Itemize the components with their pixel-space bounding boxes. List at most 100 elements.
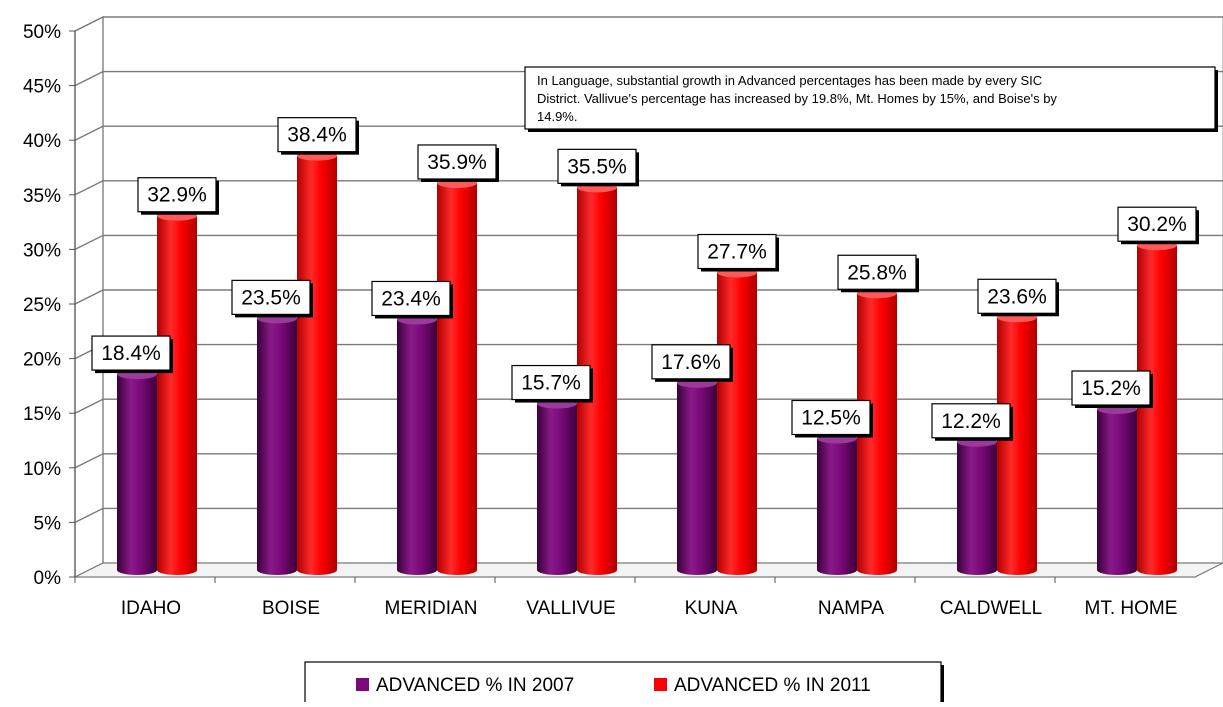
data-label-box (651, 344, 731, 380)
annotation-line: 14.9%. (537, 109, 577, 124)
data-label-kuna-2007: 17.6% (651, 344, 733, 382)
data-label-boise-2007: 23.5% (231, 279, 313, 318)
data-label-box (511, 364, 591, 401)
data-label-mt-home-2007: 15.2% (1071, 370, 1153, 409)
data-label-box (977, 278, 1057, 314)
legend: ADVANCED % IN 2007 ADVANCED % IN 2011 (304, 661, 944, 707)
data-label-mt-home-2011: 30.2% (1117, 206, 1199, 245)
bar-body (817, 438, 857, 570)
legend-label: ADVANCED % IN 2011 (674, 675, 871, 696)
data-label-text: 32.9% (147, 184, 207, 207)
data-label-nampa-2007: 12.5% (791, 399, 873, 438)
data-label-text: 12.5% (801, 407, 861, 430)
legend-label: ADVANCED % IN 2007 (376, 675, 574, 696)
data-label-box (1071, 370, 1151, 406)
data-labels: 18.4% 32.9% 23.5% 38.4% 23.4% 35.9% 15.7% 35.5%… (91, 117, 1199, 441)
bar-body (437, 182, 477, 571)
x-tick-label-caldwell: CALDWELL (940, 598, 1042, 619)
data-label-idaho-2011: 32.9% (137, 177, 219, 215)
data-label-text: 15.2% (1081, 377, 1141, 400)
bar-base (577, 565, 617, 575)
data-label-caldwell-2011: 23.6% (977, 278, 1059, 317)
data-label-text: 27.7% (707, 241, 767, 264)
x-tick-label-nampa: NAMPA (818, 598, 884, 619)
bar-vallivue-2007 (537, 398, 577, 575)
bar-idaho-2011 (157, 210, 197, 575)
gridline (74, 180, 1223, 196)
bar-nampa-2007 (817, 433, 857, 575)
y-tick-label: 5% (34, 513, 62, 534)
annotation-box: In Language, substantial growth in Advan… (524, 66, 1218, 132)
y-axis: 0% 5% 10% 15% 20% 25% 30% 35% 40% 45% 50% (23, 22, 76, 589)
x-tick-label-vallivue: VALLIVUE (526, 598, 615, 619)
gridline (74, 16, 1223, 32)
x-tick-label-kuna: KUNA (685, 598, 738, 619)
y-tick-label: 40% (23, 131, 61, 152)
data-label-box (931, 403, 1011, 439)
bar-body (1097, 409, 1137, 570)
data-label-box (277, 117, 357, 153)
bar-base (297, 565, 337, 575)
data-label-text: 38.4% (287, 124, 347, 147)
bar-body (997, 317, 1037, 570)
data-label-text: 15.7% (521, 372, 581, 395)
x-tick-label-boise: BOISE (262, 598, 320, 619)
legend-box (304, 661, 942, 707)
bar-base (117, 565, 157, 575)
bar-body (537, 403, 577, 570)
annotation-box-frame (524, 66, 1216, 130)
y-tick-label: 30% (23, 240, 61, 261)
data-label-box (791, 399, 871, 436)
data-label-text: 17.6% (661, 351, 721, 374)
bar-base (397, 565, 437, 575)
bar-base (1137, 565, 1177, 575)
bar-meridian-2011 (437, 177, 477, 575)
data-label-idaho-2007: 18.4% (91, 335, 173, 374)
bar-base (257, 565, 297, 575)
bar-body (957, 441, 997, 570)
bar-base (677, 565, 717, 575)
bar-base (857, 565, 897, 575)
bar-body (397, 319, 437, 570)
data-label-text: 23.5% (241, 286, 301, 309)
data-label-box (91, 335, 171, 371)
bar-kuna-2007 (677, 377, 717, 575)
data-label-box (417, 144, 497, 180)
bar-base (997, 565, 1037, 575)
bar-base (717, 565, 757, 575)
annotation-line: District. Vallivue's percentage has incr… (537, 91, 1057, 106)
bar-base (437, 565, 477, 575)
data-label-boise-2011: 38.4% (277, 117, 359, 155)
data-label-text: 23.6% (987, 285, 1047, 308)
y-tick-label: 15% (23, 404, 61, 425)
data-label-text: 12.2% (941, 410, 1001, 433)
bar-boise-2011 (297, 150, 337, 575)
data-label-box (697, 233, 777, 270)
y-tick-label: 35% (23, 186, 61, 207)
data-label-text: 23.4% (381, 287, 441, 310)
data-label-text: 25.8% (847, 261, 907, 284)
data-label-text: 30.2% (1127, 213, 1187, 236)
bar-body (717, 272, 757, 570)
y-tick-label: 0% (34, 568, 62, 589)
x-tick-label-meridian: MERIDIAN (385, 598, 478, 619)
data-label-text: 35.5% (567, 155, 627, 178)
bar-caldwell-2007 (957, 436, 997, 575)
data-label-meridian-2007: 23.4% (371, 280, 453, 319)
bar-meridian-2007 (397, 314, 437, 575)
x-axis: IDAHO BOISE MERIDIAN VALLIVUE KUNA NAMPA CALDW… (74, 577, 1177, 619)
legend-swatch (654, 678, 667, 691)
data-label-text: 35.9% (427, 151, 487, 174)
bar-base (157, 565, 197, 575)
bars (117, 150, 1177, 575)
bar-caldwell-2011 (997, 312, 1037, 575)
y-tick-label: 50% (23, 22, 61, 43)
data-label-vallivue-2011: 35.5% (557, 148, 639, 187)
data-label-box (1117, 206, 1197, 242)
data-label-box (371, 280, 451, 317)
bar-boise-2007 (257, 313, 297, 575)
bar-idaho-2007 (117, 369, 157, 575)
bar-mt-home-2007 (1097, 404, 1137, 575)
bar-body (297, 155, 337, 570)
